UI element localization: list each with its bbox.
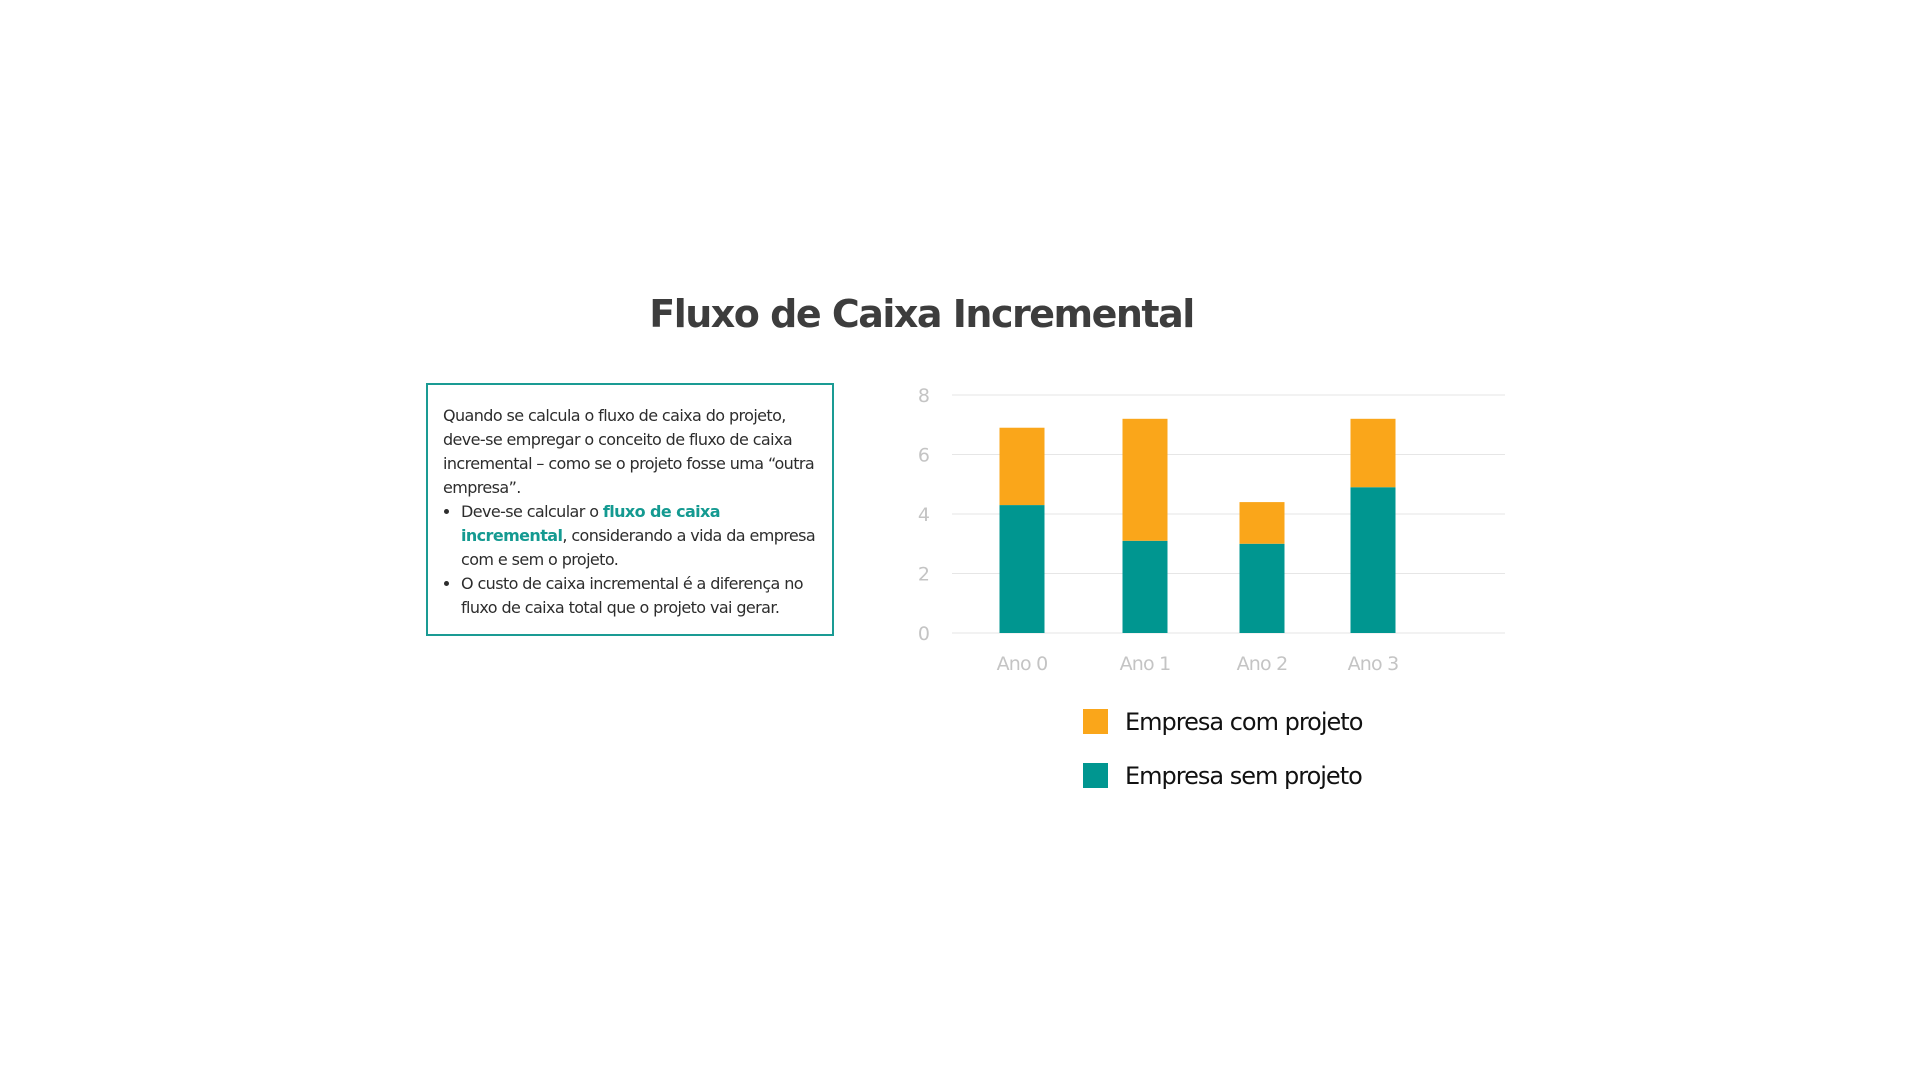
bar-segment-sem-projeto [1122, 540, 1168, 633]
y-tick-label: 4 [918, 504, 930, 526]
bar-segment-sem-projeto [999, 505, 1045, 633]
bar-segment-com-projeto [1239, 502, 1285, 544]
x-tick-label: Ano 0 [997, 653, 1048, 675]
legend-swatch [1083, 763, 1108, 788]
bar-segment-com-projeto [999, 427, 1045, 506]
x-tick-label: Ano 2 [1237, 653, 1288, 675]
x-axis-labels: Ano 0 Ano 1 Ano 2 Ano 3 [997, 653, 1400, 675]
bullet-1-text-start: Deve-se calcular o [461, 502, 603, 521]
legend-label: Empresa com projeto [1125, 708, 1363, 736]
bullet-1-highlight: fluxo de caixa incremental [461, 502, 721, 545]
bullet-list: Deve-se calcular o fluxo de caixa increm… [443, 500, 818, 620]
y-tick-label: 2 [918, 564, 930, 586]
bullet-item-1: Deve-se calcular o fluxo de caixa increm… [461, 500, 818, 572]
y-tick-label: 8 [918, 385, 930, 407]
chart-bars [999, 418, 1396, 633]
bar-segment-com-projeto [1122, 418, 1168, 541]
bar-segment-sem-projeto [1239, 543, 1285, 633]
bar-segment-sem-projeto [1350, 487, 1396, 633]
y-tick-label: 0 [918, 623, 930, 645]
legend-label: Empresa sem projeto [1125, 762, 1362, 790]
chart-legend: Empresa com projeto Empresa sem projeto [1083, 708, 1364, 790]
intro-paragraph: Quando se calcula o fluxo de caixa do pr… [443, 406, 815, 497]
y-tick-label: 6 [918, 445, 930, 467]
bullet-item-2: O custo de caixa incremental é a diferen… [461, 572, 818, 620]
x-tick-label: Ano 3 [1348, 653, 1399, 675]
text-box: Quando se calcula o fluxo de caixa do pr… [426, 383, 834, 636]
slide-title: Fluxo de Caixa Incremental [649, 292, 1195, 336]
x-tick-label: Ano 1 [1120, 653, 1171, 675]
bullet-1-text-end: , considerando a vida da empresa com e s… [461, 526, 816, 569]
bar-segment-com-projeto [1350, 418, 1396, 488]
legend-swatch [1083, 709, 1108, 734]
y-axis-ticks: 0 2 4 6 8 [918, 385, 930, 645]
